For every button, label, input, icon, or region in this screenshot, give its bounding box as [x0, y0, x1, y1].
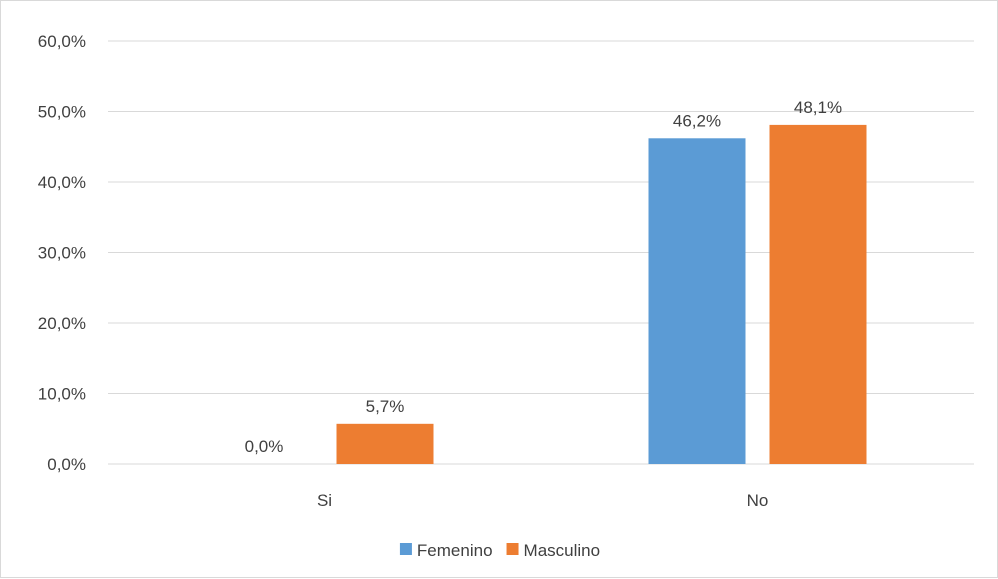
y-tick-label: 30,0%	[38, 244, 86, 263]
legend-swatch-masculino	[506, 543, 519, 555]
legend-swatch-femenino	[399, 543, 412, 555]
legend-label-femenino: Femenino	[417, 541, 493, 560]
bar-masculino-si	[336, 423, 434, 464]
legend: Femenino Masculino	[399, 541, 601, 560]
y-axis-tick-labels: 0,0% 10,0% 20,0% 30,0% 40,0% 50,0% 60,0%	[38, 32, 86, 474]
x-tick-label: Si	[317, 491, 332, 510]
y-tick-label: 0,0%	[47, 455, 86, 474]
data-label: 48,1%	[794, 98, 842, 117]
bar-masculino-no	[769, 124, 867, 465]
x-tick-label: No	[747, 491, 769, 510]
x-axis-tick-labels: Si No	[317, 491, 768, 510]
data-label: 46,2%	[673, 111, 721, 130]
data-label: 0,0%	[245, 437, 284, 456]
legend-label-masculino: Masculino	[524, 541, 601, 560]
y-tick-label: 60,0%	[38, 32, 86, 51]
y-tick-label: 10,0%	[38, 385, 86, 404]
bar-femenino-no	[648, 138, 746, 465]
data-label: 5,7%	[366, 397, 405, 416]
y-tick-label: 20,0%	[38, 314, 86, 333]
y-tick-label: 50,0%	[38, 103, 86, 122]
bars	[336, 124, 867, 465]
data-labels: 0,0% 5,7% 46,2% 48,1%	[245, 98, 842, 456]
y-tick-label: 40,0%	[38, 173, 86, 192]
gridlines	[108, 40, 974, 465]
